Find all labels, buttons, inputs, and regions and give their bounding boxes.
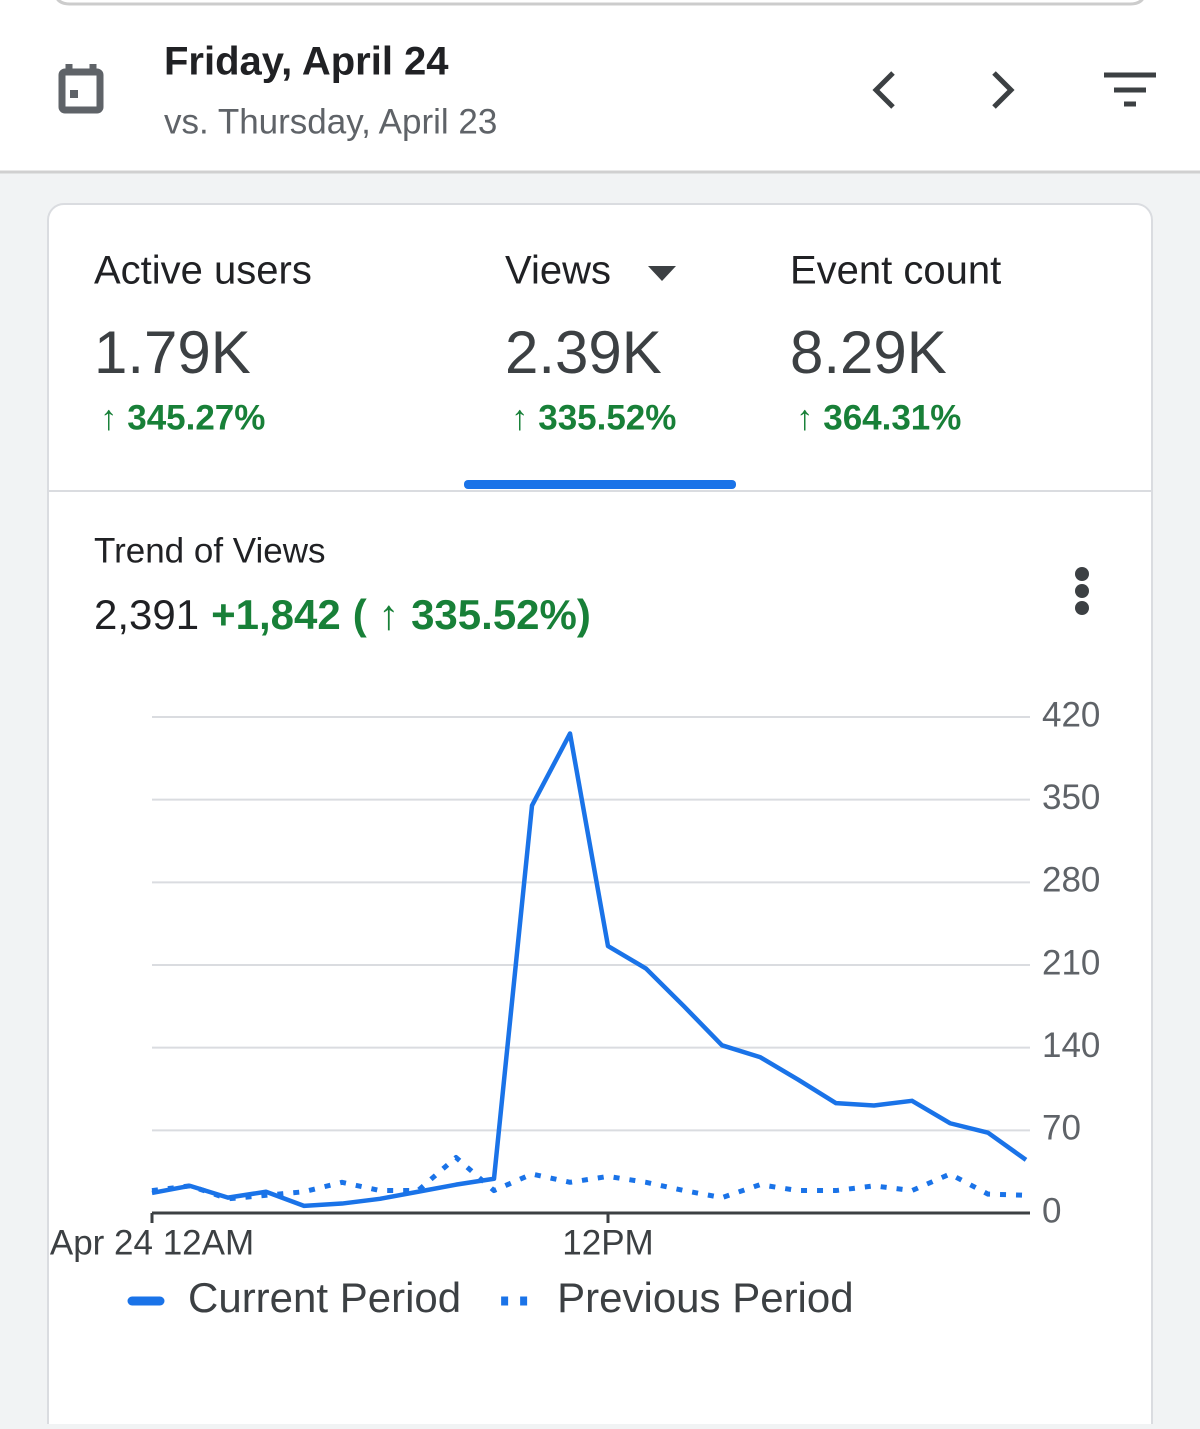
y-tick-label: 420 [1042, 695, 1100, 734]
metric-value: 2.39K [505, 319, 662, 386]
filter-button[interactable] [1104, 72, 1156, 107]
x-tick-label: Apr 24 12AM [50, 1223, 254, 1262]
metric-label: Views [505, 249, 611, 293]
trend-delta: +1,842 [211, 591, 341, 638]
series-line [151, 1155, 1027, 1202]
card [47, 203, 1153, 1429]
y-tick-label: 210 [1042, 943, 1100, 982]
selected-tab-indicator [464, 480, 736, 489]
y-tick-label: 280 [1042, 861, 1100, 900]
date: Friday, April 24 [164, 40, 449, 84]
compare-date: vs. Thursday, April 23 [164, 102, 497, 141]
metric-label: Event count [790, 249, 1001, 293]
y-tick-label: 140 [1042, 1026, 1100, 1065]
series-line [151, 731, 1028, 1209]
trend-title: Trend of Views [94, 531, 326, 570]
x-tick-label: 12PM [562, 1223, 653, 1262]
trend-total: 2,391 [94, 591, 199, 638]
trend-change: ( ↑ 335.52%) [353, 591, 591, 638]
metric-label: Active users [94, 249, 312, 293]
calendar-icon[interactable] [58, 64, 104, 114]
more-button[interactable] [1075, 567, 1089, 615]
metric-change: ↑ 345.27% [100, 398, 265, 437]
legend-label: Previous Period [557, 1274, 853, 1321]
y-tick-label: 350 [1042, 778, 1100, 817]
top-bar [0, 0, 1200, 172]
dropdown-icon[interactable] [648, 266, 676, 281]
prev-button[interactable] [872, 71, 895, 109]
legend-label: Current Period [188, 1274, 461, 1321]
metric-change: ↑ 335.52% [511, 398, 676, 437]
next-button[interactable] [992, 71, 1015, 109]
y-tick-label: 70 [1042, 1109, 1081, 1148]
card-edge [56, 0, 1144, 6]
metric-value: 8.29K [790, 319, 947, 386]
metric-change: ↑ 364.31% [796, 398, 961, 437]
y-tick-label: 0 [1042, 1191, 1061, 1230]
metric-value: 1.79K [94, 319, 251, 386]
